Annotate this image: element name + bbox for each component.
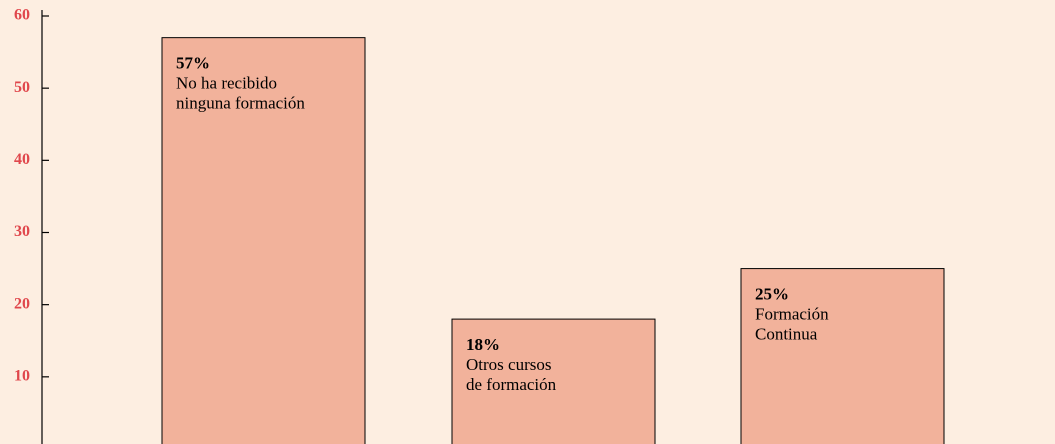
- y-tick-label: 60: [14, 7, 30, 24]
- value-label: 25%: [755, 284, 789, 303]
- y-tick-label: 40: [14, 151, 30, 168]
- category-label: Formación: [755, 304, 829, 323]
- category-label: No ha recibido: [176, 74, 277, 93]
- bar: [451, 318, 656, 444]
- value-label: 57%: [176, 54, 210, 73]
- y-tick-label: 30: [14, 223, 30, 240]
- bar: [740, 268, 945, 444]
- category-label: ninguna formación: [176, 94, 305, 113]
- bar: [161, 37, 366, 444]
- category-label: Continua: [755, 324, 818, 343]
- category-label: Otros cursos: [466, 355, 551, 374]
- value-label: 18%: [466, 335, 500, 354]
- y-tick-label: 10: [14, 368, 30, 385]
- y-tick-label: 50: [14, 79, 30, 96]
- category-label: de formación: [466, 375, 557, 394]
- y-tick-label: 20: [14, 295, 30, 312]
